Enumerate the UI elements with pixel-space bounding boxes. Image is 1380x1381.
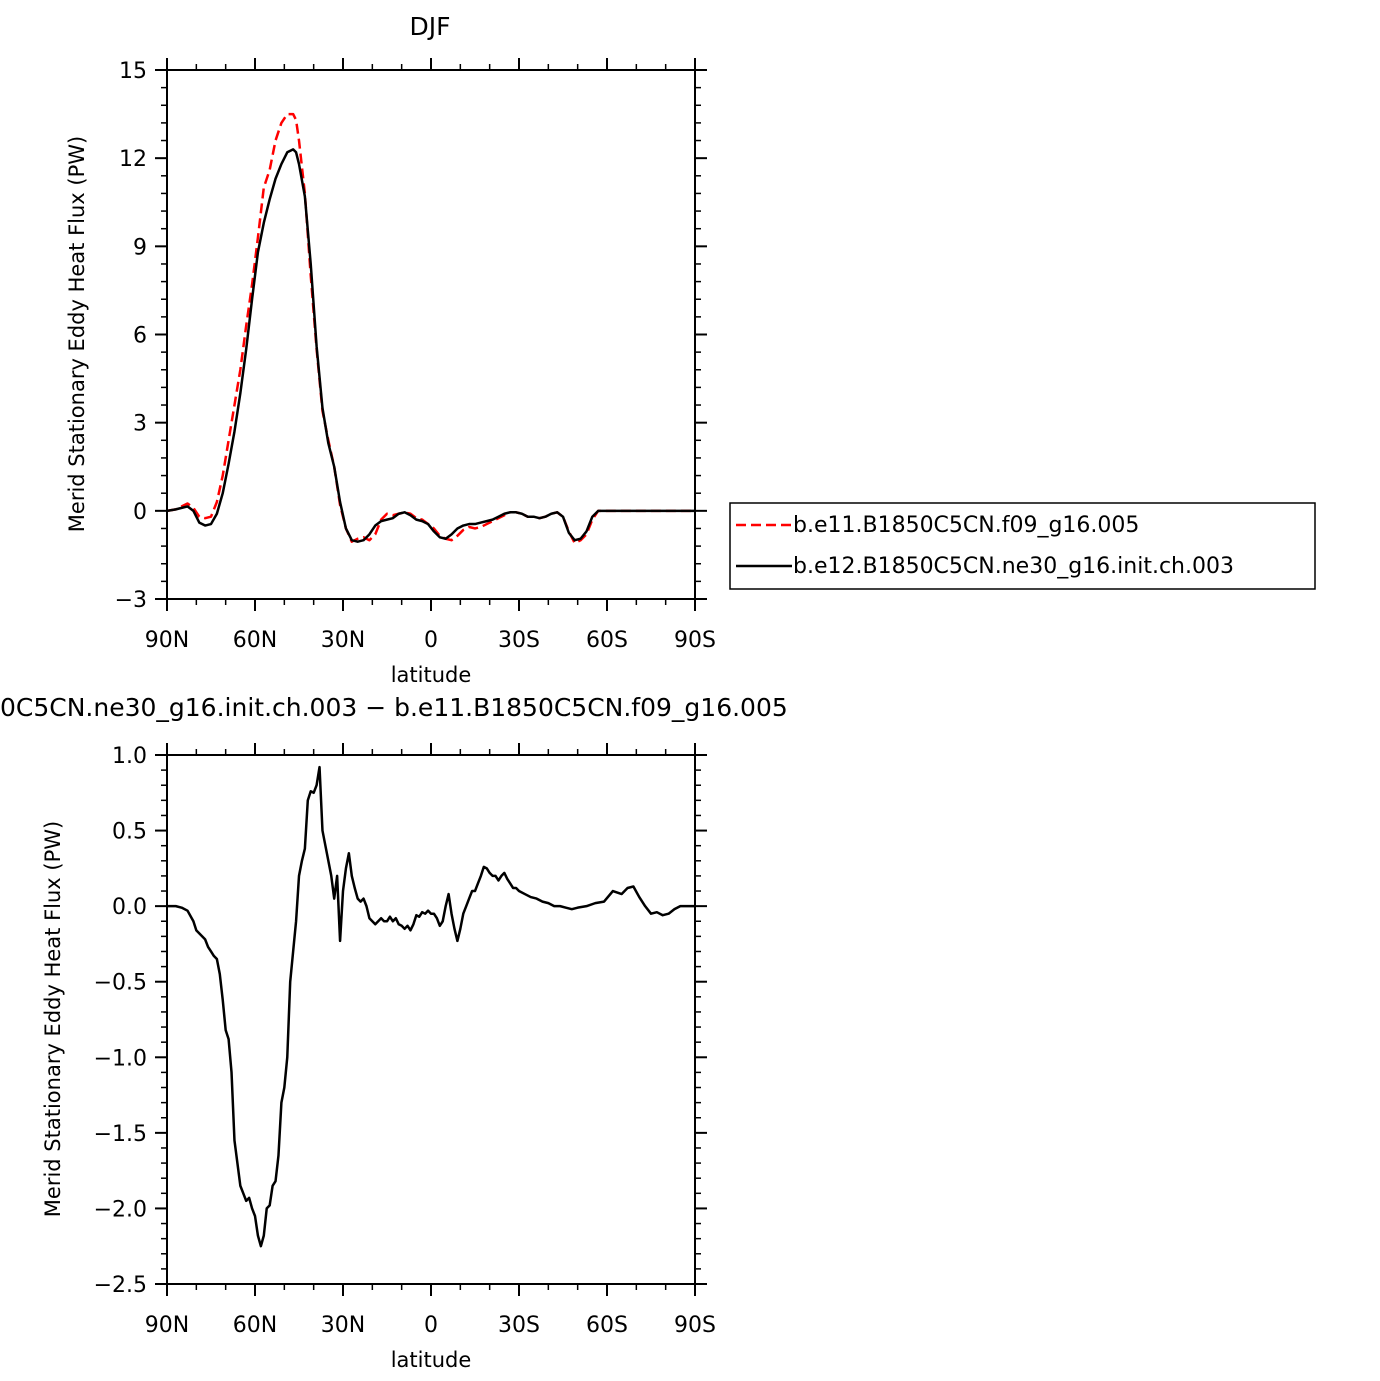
- y-tick-label: 0.0: [112, 895, 147, 920]
- x-tick-label: 60N: [233, 1313, 277, 1338]
- x-tick-label: 90S: [674, 628, 716, 653]
- x-tick-label: 90N: [145, 1313, 189, 1338]
- x-tick-label: 30S: [498, 628, 540, 653]
- y-tick-label: 0: [133, 500, 147, 525]
- y-tick-label: 12: [119, 147, 147, 172]
- top-plot-frame: [166, 69, 696, 600]
- x-tick-label: 30N: [321, 628, 365, 653]
- legend-label-series-1: b.e11.B1850C5CN.f09_g16.005: [793, 513, 1139, 538]
- bottom-plot-area: 90N 60N 30N 0 30S 60S 90S −2.5 −2.0 −1.5 −1.0 −0.5 0…: [94, 743, 716, 1338]
- y-tick-label: 3: [133, 412, 147, 437]
- top-y-axis-label: Merid Stationary Eddy Heat Flux (PW): [65, 136, 89, 532]
- x-tick-label: 60S: [586, 1313, 628, 1338]
- top-x-axis-label: latitude: [391, 663, 472, 687]
- top-panel: DJF 90N 60N 30N 0 30S 60S 90S −3 0 3 6 9 12 15 latitu…: [65, 12, 716, 687]
- x-tick-label: 0: [424, 1313, 438, 1338]
- x-tick-label: 60N: [233, 628, 277, 653]
- bottom-y-axis-label: Merid Stationary Eddy Heat Flux (PW): [41, 821, 65, 1217]
- y-tick-label: −1.0: [94, 1046, 147, 1071]
- y-tick-label: 9: [133, 235, 147, 260]
- x-tick-label: 0: [424, 628, 438, 653]
- x-tick-label: 30S: [498, 1313, 540, 1338]
- y-tick-label: −3: [115, 588, 147, 613]
- bottom-series-line-1: [167, 765, 695, 1248]
- x-tick-label: 90S: [674, 1313, 716, 1338]
- bottom-plot-frame: [166, 754, 696, 1285]
- y-tick-label: −2.5: [94, 1273, 147, 1298]
- top-series-line-1: [166, 112, 695, 545]
- y-tick-label: 1.0: [112, 744, 147, 769]
- y-tick-label: −1.5: [94, 1122, 147, 1147]
- y-tick-label: −0.5: [94, 971, 147, 996]
- legend: b.e11.B1850C5CN.f09_g16.005 b.e12.B1850C…: [729, 502, 1316, 590]
- bottom-panel-title: 0C5CN.ne30_g16.init.ch.003 − b.e11.B1850…: [0, 693, 788, 722]
- top-series-line-2: [166, 148, 695, 543]
- x-tick-label: 30N: [321, 1313, 365, 1338]
- y-tick-label: 0.5: [112, 820, 147, 845]
- top-panel-title: DJF: [409, 12, 450, 41]
- y-tick-label: 15: [119, 59, 147, 84]
- legend-label-series-2: b.e12.B1850C5CN.ne30_g16.init.ch.003: [793, 554, 1234, 579]
- bottom-panel: 0C5CN.ne30_g16.init.ch.003 − b.e11.B1850…: [0, 693, 788, 1372]
- y-tick-label: 6: [133, 324, 147, 349]
- x-tick-label: 90N: [145, 628, 189, 653]
- bottom-x-axis-label: latitude: [391, 1348, 472, 1372]
- top-plot-area: 90N 60N 30N 0 30S 60S 90S −3 0 3 6 9 12 15: [115, 58, 716, 653]
- x-tick-label: 60S: [586, 628, 628, 653]
- y-tick-label: −2.0: [94, 1197, 147, 1222]
- legend-box: [729, 502, 1316, 590]
